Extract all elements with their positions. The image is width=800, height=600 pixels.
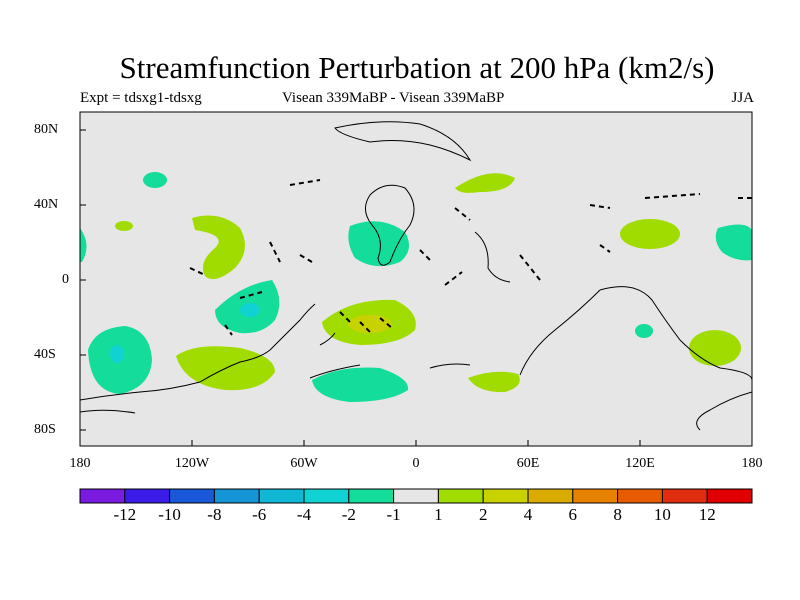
colorbar-label: 12 [698, 505, 716, 524]
colorbar-label: -10 [158, 505, 181, 524]
island [444, 271, 463, 286]
contour-positive [620, 219, 680, 249]
colorbar-swatch [482, 488, 529, 504]
colorbar-swatch [124, 488, 171, 504]
coastline [80, 409, 136, 414]
lat-tick-label: 80S [34, 422, 56, 437]
colorbar-label: 10 [653, 505, 671, 524]
lon-tick-label: 120W [174, 456, 210, 471]
colorbar-label: 1 [434, 505, 443, 524]
lon-tick-label: 120E [625, 456, 655, 471]
colorbar-label: 6 [568, 505, 578, 524]
contour-negative [715, 224, 752, 261]
island [454, 207, 471, 221]
colorbar-label: -1 [386, 505, 401, 524]
island [269, 241, 281, 263]
island [239, 291, 263, 299]
contour-positive [192, 215, 245, 280]
island-outlines [189, 179, 752, 336]
colorbar-swatch [258, 488, 305, 504]
contour-negative [110, 345, 124, 363]
contour-negative [80, 228, 87, 262]
colorbar-label: -8 [207, 505, 222, 524]
contour-positive [348, 315, 392, 333]
island [379, 317, 393, 329]
lat-tick-label: 0 [62, 272, 69, 287]
coastline [599, 286, 752, 381]
island [224, 324, 233, 336]
contour-negative [312, 367, 409, 402]
lat-tick-label: 80N [34, 122, 59, 137]
contour-negative [143, 172, 167, 188]
lon-tick-label: 0 [412, 456, 420, 471]
coastline [696, 391, 752, 431]
lon-tick-label: 60W [290, 456, 318, 471]
island [339, 311, 351, 323]
coastline [474, 231, 511, 283]
lon-tick-label: 180 [741, 456, 763, 471]
colorbar-swatch [169, 488, 215, 504]
lat-tick-label: 40N [34, 197, 59, 212]
colorbar-swatch [79, 488, 126, 504]
coastline [334, 121, 472, 162]
contour-positive [455, 173, 515, 193]
island [359, 321, 371, 333]
contour-negative [348, 221, 409, 267]
coastline [429, 363, 471, 369]
colorbar-swatch [617, 488, 663, 504]
colorbar-label: -4 [296, 505, 312, 524]
coastline [319, 332, 336, 346]
colorbar-swatch [706, 488, 753, 504]
colorbar-swatch [661, 488, 708, 504]
colorbar-swatch [348, 488, 395, 504]
colorbar-swatch [303, 488, 350, 504]
coastline [199, 303, 316, 383]
island [299, 254, 313, 263]
contour-fills [80, 172, 752, 402]
island [589, 204, 611, 209]
colorbar-swatch [213, 488, 260, 504]
colorbar-label: -12 [113, 505, 137, 524]
coastline [519, 289, 601, 376]
colorbar [79, 488, 753, 504]
contour-negative [115, 221, 133, 231]
coastlines [80, 121, 752, 431]
coastline [309, 364, 361, 379]
island [419, 249, 433, 263]
island [599, 244, 611, 253]
period-label: Visean 339MaBP - Visean 339MaBP [282, 90, 505, 106]
season-label: JJA [731, 90, 754, 106]
contour-negative [635, 324, 653, 338]
colorbar-label: -6 [252, 505, 267, 524]
colorbar-swatch [527, 488, 574, 504]
coastline [365, 184, 415, 266]
contour-negative [240, 303, 260, 317]
axis-ticks [80, 129, 641, 446]
plot-title: Streamfunction Perturbation at 200 hPa (… [119, 50, 715, 85]
island [644, 193, 701, 199]
colorbar-label: -2 [341, 505, 356, 524]
contour-positive [689, 330, 741, 366]
lat-tick-label: 40S [34, 347, 56, 362]
island [189, 267, 206, 276]
colorbar-swatch [572, 488, 619, 504]
colorbar-label: 8 [613, 505, 622, 524]
map-background [80, 112, 752, 446]
lon-tick-label: 180 [69, 456, 91, 471]
colorbar-label: 2 [478, 505, 488, 524]
coastline [80, 381, 201, 401]
colorbar-swatch [393, 488, 439, 504]
lon-tick-label: 60E [516, 456, 540, 471]
colorbar-swatch [437, 488, 484, 504]
experiment-label: Expt = tdsxg1-tdsxg [80, 90, 202, 106]
colorbar-label: 4 [523, 505, 533, 524]
contour-positive [468, 371, 520, 393]
